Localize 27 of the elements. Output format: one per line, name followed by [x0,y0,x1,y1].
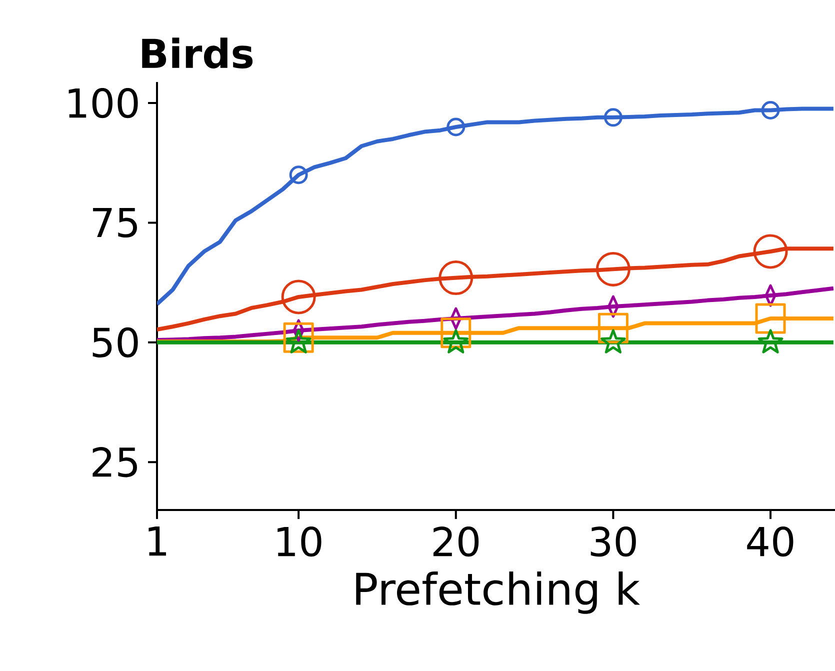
point [600,329,626,354]
x-tick-label: 30 [590,526,636,557]
point [443,329,469,354]
point [758,329,784,354]
x-tick-label: 20 [433,526,479,557]
x-tick-label: 40 [747,526,794,557]
x-tick-label: 1 [148,526,166,556]
point [289,166,308,184]
point [446,118,466,136]
point [598,312,628,344]
point [753,234,788,269]
point [761,100,780,120]
y-tick-label: 25 [92,447,137,478]
point [596,252,630,286]
point [283,322,314,353]
x-axis-title: Prefetching k [356,572,640,614]
point [438,260,474,296]
chart-title: Birds [142,38,253,68]
point [755,303,786,334]
point [281,280,316,314]
y-tick-label: 100 [68,88,138,118]
x-tick-label: 10 [278,526,322,557]
y-tick-label: 50 [92,327,138,358]
point [440,318,472,348]
y-tick-label: 75 [93,208,137,238]
point [604,108,622,127]
point [286,329,312,354]
